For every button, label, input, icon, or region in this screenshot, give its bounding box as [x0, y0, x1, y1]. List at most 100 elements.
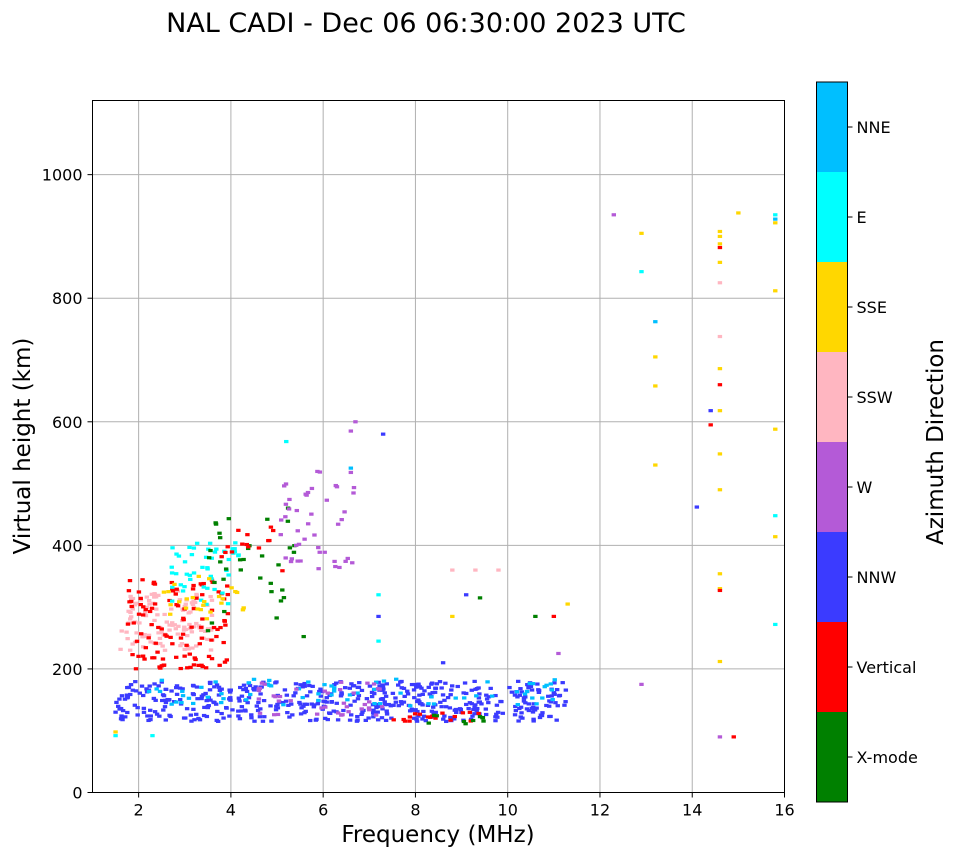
echo-point-nnw: [464, 702, 469, 707]
echo-point-nnw: [256, 700, 261, 705]
echo-point-nnw: [359, 712, 364, 716]
echo-point-vertical: [199, 625, 204, 629]
echo-point-nnw: [322, 716, 328, 720]
echo-point-nnw: [476, 696, 482, 700]
echo-point-nnw: [205, 705, 210, 709]
echo-point-e: [225, 602, 231, 606]
echo-point-sse: [234, 590, 240, 595]
echo-point-nnw: [416, 698, 421, 702]
echo-point-nnw: [125, 710, 130, 715]
echo-point-nnw: [291, 694, 296, 698]
echo-point-nnw: [116, 704, 121, 708]
echo-point-vertical: [160, 657, 166, 661]
echo-point-nnw: [261, 699, 267, 703]
echo-point-w: [362, 702, 368, 707]
echo-point-ssw: [175, 632, 181, 636]
echo-point-vertical: [468, 719, 473, 723]
echo-point-w: [294, 687, 299, 691]
echo-point-e: [182, 585, 187, 589]
echo-point-nnw: [444, 719, 449, 724]
echo-point-nnw: [417, 702, 423, 706]
echo-point-ssw: [182, 604, 188, 609]
echo-point-nnw: [433, 686, 439, 690]
echo-point-w: [332, 559, 337, 564]
echo-point-sse: [717, 488, 723, 492]
echo-point-vertical: [155, 650, 160, 654]
echo-point-nnw: [355, 697, 361, 701]
echo-point-vertical: [215, 627, 220, 632]
echo-point-sse: [717, 587, 723, 591]
echo-point-nnw: [380, 685, 386, 689]
echo-point-nne: [199, 685, 204, 689]
echo-point-e: [201, 585, 206, 589]
echo-point-nnw: [249, 716, 254, 720]
echo-point-w: [556, 651, 561, 656]
echo-point-nnw: [526, 702, 531, 706]
echo-point-nnw: [335, 718, 341, 722]
echo-point-vertical: [199, 636, 205, 640]
echo-point-ssw: [450, 568, 455, 572]
echo-point-nnw: [462, 681, 468, 685]
echo-point-xmode: [291, 550, 297, 554]
echo-point-nnw: [380, 697, 386, 701]
echo-point-w: [344, 705, 350, 709]
echo-point-vertical: [222, 660, 228, 664]
echo-point-nnw: [132, 703, 138, 707]
echo-point-nnw: [549, 694, 554, 698]
echo-point-nnw: [153, 698, 158, 702]
echo-point-vertical: [224, 658, 230, 662]
echo-point-xmode: [434, 714, 439, 718]
echo-point-nnw: [364, 697, 370, 701]
echo-point-nnw: [356, 685, 362, 689]
echo-point-w: [272, 713, 277, 717]
echo-point-e: [203, 555, 209, 559]
echo-point-w: [289, 557, 295, 561]
echo-point-vertical: [168, 635, 173, 639]
echo-point-w: [336, 711, 341, 715]
echo-point-w: [256, 688, 262, 693]
echo-point-xmode: [217, 536, 223, 540]
echo-point-nnw: [376, 614, 381, 619]
echo-point-w: [315, 469, 320, 474]
echo-point-vertical: [717, 588, 723, 593]
echo-point-nnw: [411, 708, 417, 712]
echo-point-w: [351, 485, 357, 490]
echo-point-nnw: [190, 692, 196, 696]
echo-point-nnw: [531, 717, 536, 721]
echo-point-vertical: [158, 666, 163, 670]
echo-point-vertical: [182, 654, 187, 658]
echo-point-nnw: [420, 717, 425, 721]
echo-point-nnw: [411, 688, 417, 692]
echo-point-nnw: [366, 716, 371, 720]
echo-point-vertical: [191, 583, 196, 588]
echo-point-nnw: [432, 690, 438, 694]
echo-point-nnw: [311, 705, 317, 709]
echo-point-nnw: [238, 709, 244, 713]
echo-point-nnw: [383, 694, 389, 698]
echo-point-vertical: [229, 550, 235, 554]
echo-point-nnw: [317, 689, 322, 694]
echo-point-vertical: [717, 245, 723, 250]
echo-point-nnw: [444, 705, 449, 709]
echo-point-nnw: [309, 702, 314, 706]
echo-point-w: [305, 522, 311, 526]
echo-point-nnw: [169, 689, 174, 693]
echo-point-ssw: [128, 617, 133, 621]
echo-point-nnw: [204, 698, 209, 703]
echo-point-nnw: [180, 687, 185, 691]
echo-point-nnw: [477, 700, 482, 704]
echo-point-nne: [332, 686, 337, 690]
echo-point-vertical: [256, 546, 262, 550]
echo-point-nnw: [173, 686, 179, 690]
echo-point-vertical: [209, 638, 214, 642]
echo-point-e: [173, 572, 179, 576]
echo-point-xmode: [223, 567, 229, 571]
echo-point-sse: [717, 659, 723, 664]
echo-point-nnw: [563, 700, 568, 704]
echo-point-nnw: [236, 714, 241, 718]
echo-point-nnw: [204, 714, 210, 719]
echo-point-nnw: [476, 686, 481, 690]
echo-point-nne: [221, 697, 226, 701]
echo-point-ssw: [152, 592, 157, 596]
